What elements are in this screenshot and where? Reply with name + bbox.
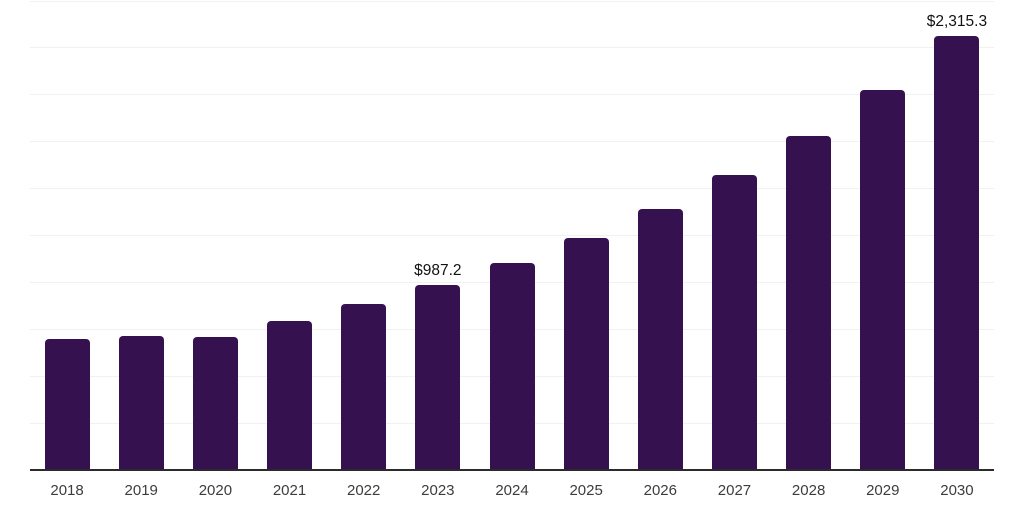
bar-2030: [934, 35, 980, 470]
x-tick-label-2020: 2020: [198, 482, 233, 499]
x-tick-label-2027: 2027: [717, 482, 752, 499]
bar-2029: [860, 89, 906, 470]
x-axis-line: [30, 469, 994, 471]
bar-2020: [192, 337, 238, 470]
gridline: [30, 0, 994, 2]
x-tick-label-2029: 2029: [866, 482, 900, 499]
gridline: [30, 235, 994, 236]
x-tick-label-2030: 2030: [940, 482, 974, 499]
x-tick-label-2018: 2018: [50, 482, 84, 499]
x-tick-label-2025: 2025: [569, 482, 603, 499]
bar-2027: [711, 175, 757, 470]
bar-2021: [267, 320, 313, 470]
gridline: [30, 94, 994, 96]
gridline: [30, 141, 994, 143]
x-tick-label-2019: 2019: [124, 482, 158, 499]
gridline: [30, 188, 994, 190]
x-tick-label-2028: 2028: [791, 482, 826, 499]
x-tick-label-2026: 2026: [643, 482, 677, 499]
gridline: [30, 47, 994, 49]
x-tick-label-2024: 2024: [495, 482, 529, 499]
x-axis-labels: 2018 2019 2020 2021 2022 2023 2024 2025 2026 2027…: [30, 482, 994, 504]
data-label-2023: $987.2: [414, 261, 462, 279]
plot-area: $987.2 $2,315.3: [30, 0, 994, 471]
x-tick-label-2023: 2023: [421, 482, 455, 499]
bar-2028: [786, 136, 832, 470]
x-tick-label-2021: 2021: [272, 482, 307, 499]
x-tick-label-2022: 2022: [347, 482, 381, 499]
bar-2025: [563, 238, 609, 470]
bar-2023: [415, 284, 461, 470]
bar-2026: [637, 209, 683, 470]
data-label-2030: $2,315.3: [926, 12, 988, 30]
bar-2024: [489, 263, 535, 470]
bar-2022: [341, 304, 387, 470]
bar-2019: [118, 336, 164, 470]
bar-2018: [44, 338, 90, 470]
